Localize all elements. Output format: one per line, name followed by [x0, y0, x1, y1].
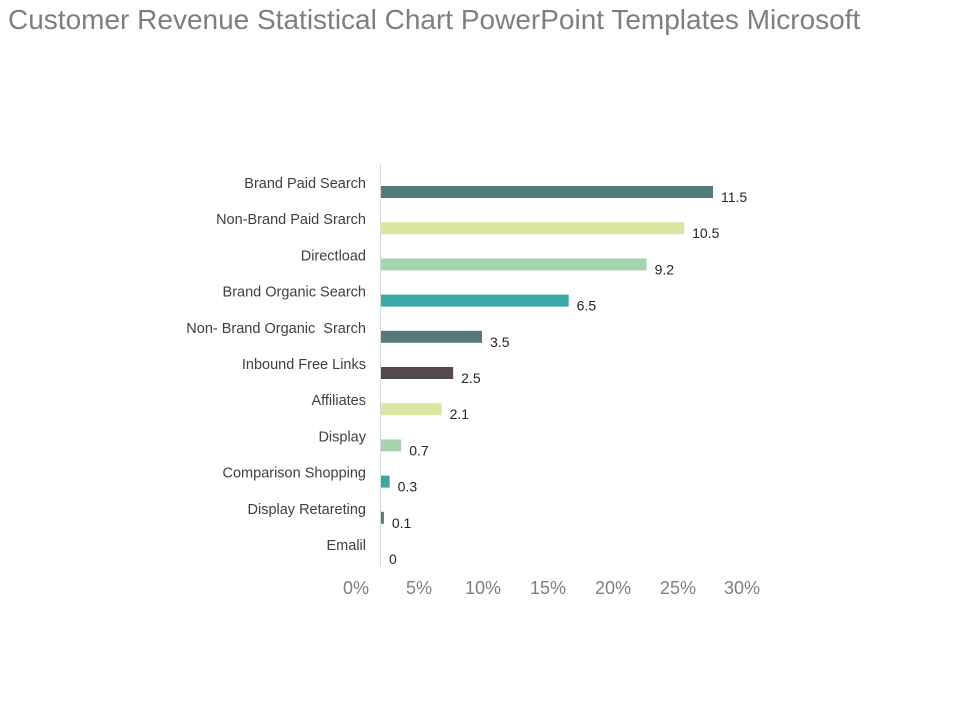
data-label: 6.5 — [577, 298, 597, 314]
data-label: 2.1 — [450, 406, 470, 422]
data-labels-group: 0 0.1 0.3 0.7 2.1 2.5 3.5 6.5 9.2 10.5 11.5 — [389, 189, 747, 567]
category-label: Brand Organic Search — [223, 285, 366, 301]
data-label: 2.5 — [461, 370, 481, 386]
bar — [381, 367, 454, 379]
category-label: Directload — [301, 248, 366, 264]
data-label: 0.1 — [392, 515, 412, 531]
category-label: Brand Paid Search — [244, 176, 366, 192]
category-label: Non- Brand Organic Srarch — [186, 321, 366, 337]
data-label: 0.3 — [398, 479, 418, 495]
x-tick-labels-group: 0% 5% 10% 15% 20% 25% 30% — [343, 578, 760, 598]
data-label: 3.5 — [490, 334, 510, 350]
bar — [381, 258, 647, 271]
data-label: 10.5 — [692, 225, 719, 241]
data-label: 11.5 — [721, 189, 747, 205]
x-tick-label: 15% — [530, 578, 566, 598]
page-title: Customer Revenue Statistical Chart Power… — [8, 4, 861, 35]
bar — [381, 475, 390, 488]
bar — [381, 511, 384, 524]
x-tick-label: 30% — [724, 578, 760, 598]
x-tick-label: 5% — [406, 578, 432, 598]
category-label: Inbound Free Links — [242, 357, 366, 373]
category-label: Affiliates — [311, 393, 366, 409]
category-label: Emalil — [327, 538, 366, 554]
bar — [381, 403, 442, 416]
bar — [381, 294, 569, 307]
data-label: 0.7 — [409, 442, 429, 458]
category-label: Non-Brand Paid Srarch — [216, 212, 366, 228]
x-tick-label: 25% — [660, 578, 696, 598]
category-label: Display — [318, 429, 366, 445]
x-tick-label: 0% — [343, 578, 369, 598]
category-labels-group: Emalil Display Retareting Comparison Shopp… — [186, 176, 366, 554]
data-label: 9.2 — [655, 261, 675, 277]
bar — [381, 186, 713, 198]
bar — [381, 222, 685, 235]
bar — [381, 439, 402, 452]
category-label: Comparison Shopping — [223, 466, 366, 482]
data-label: 0 — [389, 551, 397, 567]
x-tick-label: 20% — [595, 578, 631, 598]
bar — [381, 330, 483, 343]
x-tick-label: 10% — [465, 578, 501, 598]
bars-group — [381, 186, 713, 524]
category-label: Display Retareting — [248, 502, 366, 518]
